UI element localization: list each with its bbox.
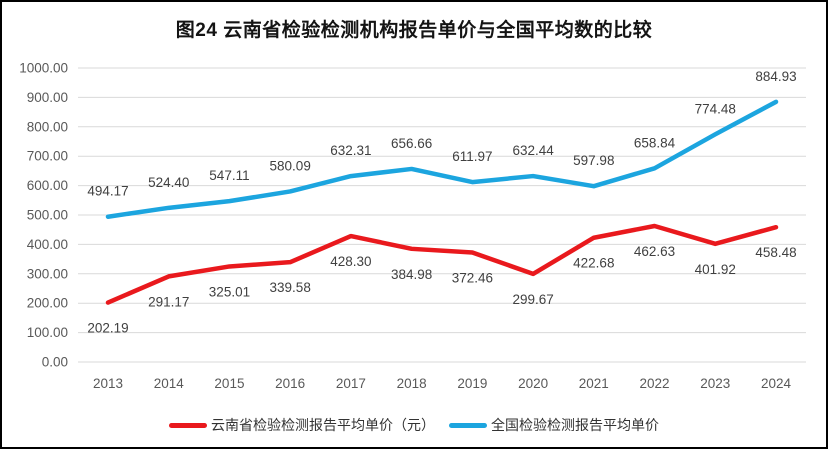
x-axis-tick-label: 2019: [457, 376, 487, 391]
legend-item-yunnan: 云南省检验检测报告平均单价（元）: [169, 415, 435, 435]
data-label: 580.09: [270, 158, 311, 173]
legend-line-sample-blue: [449, 422, 487, 428]
data-label: 384.98: [391, 267, 432, 282]
x-axis-tick-label: 2013: [93, 376, 123, 391]
legend-label-yunnan: 云南省检验检测报告平均单价（元）: [211, 417, 435, 433]
y-axis-tick-label: 700.00: [27, 149, 68, 164]
data-label: 401.92: [695, 262, 736, 277]
x-axis-tick-label: 2016: [275, 376, 305, 391]
y-axis-tick-label: 200.00: [27, 296, 68, 311]
x-axis-tick-label: 2024: [761, 376, 792, 391]
y-axis-tick-label: 900.00: [27, 90, 68, 105]
x-axis-tick-label: 2020: [518, 376, 548, 391]
data-label: 547.11: [209, 168, 249, 183]
y-axis-tick-label: 500.00: [27, 208, 68, 223]
data-label: 325.01: [209, 284, 250, 299]
data-label: 632.31: [330, 143, 371, 158]
data-label: 611.97: [452, 149, 492, 164]
data-label: 658.84: [634, 135, 676, 150]
data-label: 462.63: [634, 244, 675, 259]
legend-line-sample-red: [169, 422, 207, 428]
data-label: 339.58: [270, 280, 311, 295]
data-label: 202.19: [87, 321, 128, 336]
data-label: 299.67: [512, 292, 553, 307]
series-line-0: [105, 223, 779, 305]
data-label: 422.68: [573, 256, 614, 271]
data-label: 494.17: [87, 184, 128, 199]
y-axis-tick-label: 800.00: [27, 119, 68, 134]
x-axis-tick-label: 2014: [154, 376, 185, 391]
data-label: 632.44: [512, 143, 554, 158]
x-axis-tick-label: 2021: [579, 376, 609, 391]
data-label: 291.17: [148, 294, 189, 309]
data-label: 774.48: [695, 101, 736, 116]
x-axis-tick-label: 2015: [214, 376, 244, 391]
y-axis-tick-label: 100.00: [27, 325, 68, 340]
data-label: 524.40: [148, 175, 189, 190]
series-line-1: [105, 99, 779, 219]
legend-label-national: 全国检验检测报告平均单价: [491, 417, 659, 433]
y-axis-tick-label: 400.00: [27, 237, 68, 252]
x-axis-tick-label: 2023: [700, 376, 730, 391]
data-label: 458.48: [755, 245, 796, 260]
x-axis-tick-label: 2022: [640, 376, 670, 391]
data-label: 884.93: [755, 69, 796, 84]
y-axis-tick-label: 300.00: [27, 266, 68, 281]
y-axis-tick-label: 1000.00: [19, 61, 68, 76]
y-axis-tick-label: 600.00: [27, 178, 68, 193]
data-label: 656.66: [391, 136, 432, 151]
legend-item-national: 全国检验检测报告平均单价: [449, 415, 659, 435]
data-label: 372.46: [452, 270, 493, 285]
data-label: 597.98: [573, 153, 614, 168]
x-axis-tick-label: 2018: [397, 376, 427, 391]
chart-legend: 云南省检验检测报告平均单价（元） 全国检验检测报告平均单价: [2, 415, 826, 435]
chart-title: 图24 云南省检验检测机构报告单价与全国平均数的比较: [175, 20, 653, 41]
data-label: 428.30: [330, 254, 371, 269]
y-axis-tick-label: 0.00: [42, 355, 68, 370]
x-axis-tick-label: 2017: [336, 376, 366, 391]
